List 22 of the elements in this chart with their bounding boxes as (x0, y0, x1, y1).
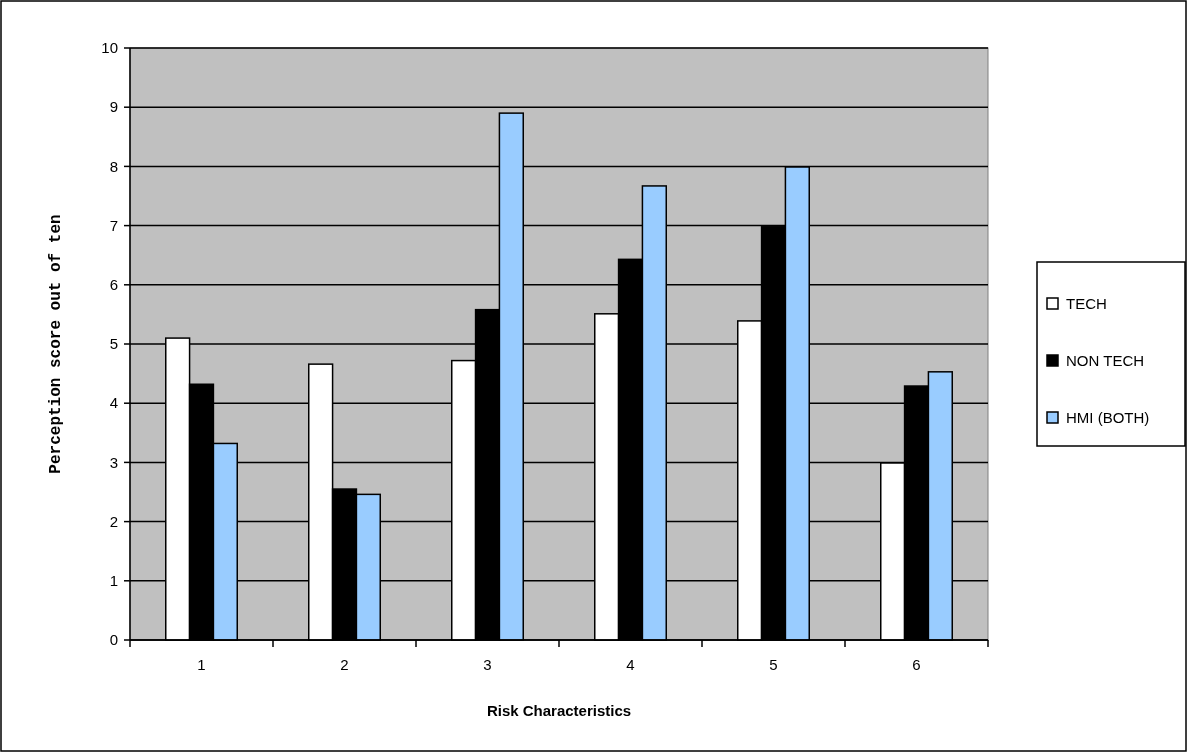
y-tick-label: 1 (109, 572, 118, 590)
y-tick-label: 6 (109, 276, 118, 294)
legend-label: NON TECH (1066, 352, 1145, 370)
x-tick-label: 6 (912, 656, 921, 673)
x-axis-title: Risk Characteristics (486, 702, 632, 719)
x-tick-label: 4 (626, 656, 635, 673)
y-tick-label: 4 (109, 394, 118, 412)
y-tick-label: 7 (109, 216, 118, 234)
x-tick-label: 2 (340, 656, 349, 673)
y-tick-label: 9 (109, 98, 118, 116)
y-tick-label: 2 (109, 512, 118, 530)
y-tick-label: 5 (109, 335, 118, 353)
legend-label: HMI (BOTH) (1066, 409, 1150, 427)
x-tick-label: 3 (483, 656, 492, 673)
x-tick-label: 1 (197, 656, 206, 673)
y-tick-label: 0 (109, 631, 118, 649)
legend-label: TECH (1066, 295, 1107, 313)
y-tick-label: 8 (109, 157, 118, 175)
y-axis-title: Perception score out of ten (47, 214, 65, 474)
y-tick-label: 10 (101, 39, 118, 57)
y-tick-label: 3 (109, 453, 118, 471)
x-tick-label: 5 (769, 656, 778, 673)
